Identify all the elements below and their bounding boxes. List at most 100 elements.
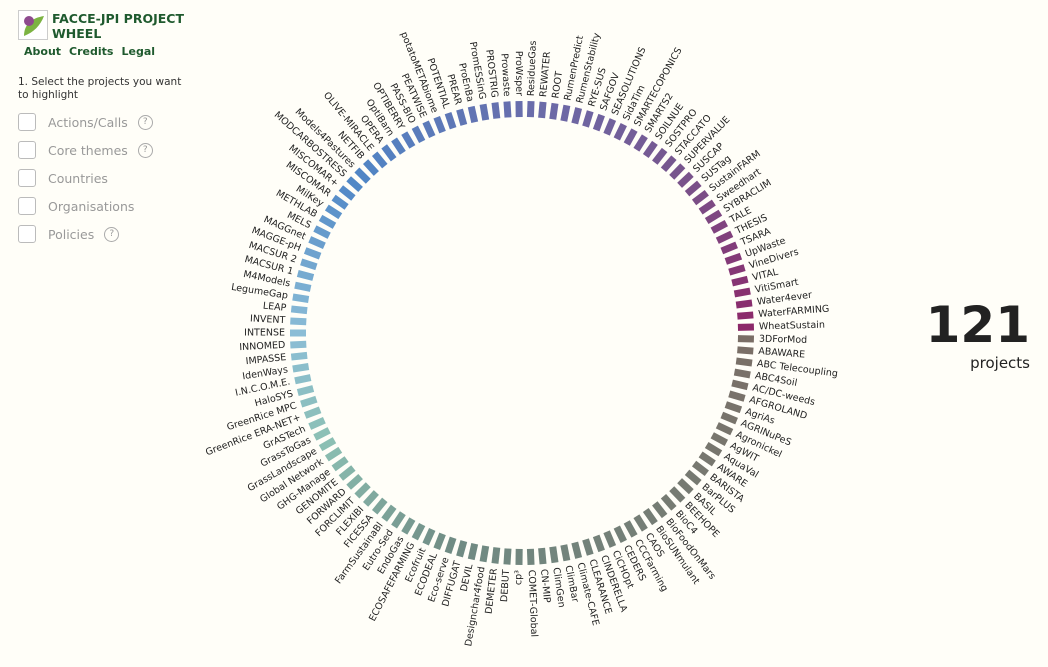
project-label[interactable]: REWATER — [538, 51, 553, 98]
project-label[interactable]: DEBUT — [499, 569, 512, 602]
project-bar[interactable] — [660, 493, 677, 511]
project-label[interactable]: ProWsper — [513, 51, 525, 96]
project-bar[interactable] — [592, 534, 605, 553]
project-bar[interactable] — [479, 103, 490, 121]
project-bar[interactable] — [346, 176, 363, 193]
project-bar[interactable] — [731, 275, 749, 287]
project-bar[interactable] — [296, 385, 315, 396]
project-bar[interactable] — [571, 541, 583, 559]
project-bar[interactable] — [691, 460, 709, 477]
project-bar[interactable] — [735, 299, 753, 309]
project-bar[interactable] — [633, 514, 648, 532]
project-bar[interactable] — [503, 101, 512, 118]
project-bar[interactable] — [303, 406, 322, 419]
project-bar[interactable] — [300, 395, 318, 408]
project-bar[interactable] — [313, 427, 331, 441]
project-bar[interactable] — [433, 115, 446, 134]
project-bar[interactable] — [346, 473, 363, 490]
project-bar[interactable] — [354, 167, 371, 184]
project-bar[interactable] — [677, 171, 694, 188]
project-bar[interactable] — [371, 151, 388, 169]
project-bar[interactable] — [652, 501, 668, 519]
help-icon[interactable]: ? — [137, 142, 153, 158]
project-bar[interactable] — [642, 140, 658, 158]
project-bar[interactable] — [613, 525, 627, 543]
project-bar[interactable] — [704, 209, 723, 224]
project-bar[interactable] — [526, 548, 535, 565]
project-bar[interactable] — [660, 155, 677, 173]
project-bar[interactable] — [642, 508, 658, 526]
project-bar[interactable] — [444, 536, 457, 555]
project-bar[interactable] — [724, 401, 743, 414]
project-bar[interactable] — [303, 247, 322, 260]
project-label[interactable]: INTENSE — [244, 328, 285, 339]
project-bar[interactable] — [526, 101, 535, 118]
project-bar[interactable] — [456, 540, 468, 558]
project-label[interactable]: ResidueGas — [526, 40, 539, 96]
project-bar[interactable] — [728, 264, 746, 276]
project-bar[interactable] — [704, 442, 723, 457]
project-bar[interactable] — [549, 546, 559, 564]
project-bar[interactable] — [292, 363, 310, 373]
checkbox[interactable] — [18, 197, 36, 215]
project-bar[interactable] — [381, 504, 397, 522]
project-label[interactable]: 3DForMod — [759, 334, 808, 346]
project-bar[interactable] — [290, 317, 307, 326]
project-bar[interactable] — [491, 547, 501, 564]
project-bar[interactable] — [300, 258, 318, 271]
project-bar[interactable] — [362, 159, 379, 176]
project-label[interactable]: DEMETER — [484, 567, 500, 614]
project-bar[interactable] — [538, 101, 547, 119]
filter-option[interactable]: Core themes? — [18, 136, 188, 164]
project-bar[interactable] — [391, 511, 406, 529]
project-bar[interactable] — [560, 104, 571, 122]
project-bar[interactable] — [290, 351, 308, 361]
project-bar[interactable] — [603, 530, 617, 548]
project-bar[interactable] — [318, 214, 337, 229]
filter-option[interactable]: Policies? — [18, 220, 188, 248]
project-label[interactable]: Prowaste — [498, 53, 512, 97]
project-label[interactable]: ROOT — [550, 70, 565, 99]
project-bar[interactable] — [720, 241, 738, 255]
project-bar[interactable] — [422, 528, 436, 546]
project-bar[interactable] — [491, 102, 501, 119]
project-bar[interactable] — [623, 520, 638, 538]
project-bar[interactable] — [698, 451, 716, 467]
project-bar[interactable] — [592, 113, 605, 132]
filter-option[interactable]: Countries — [18, 164, 188, 192]
project-bar[interactable] — [381, 144, 397, 162]
logo[interactable] — [18, 10, 48, 40]
project-bar[interactable] — [331, 456, 349, 472]
project-bar[interactable] — [290, 305, 308, 315]
checkbox[interactable] — [18, 141, 36, 159]
project-bar[interactable] — [331, 194, 349, 210]
project-bar[interactable] — [582, 110, 594, 128]
project-label[interactable]: LEAP — [262, 301, 287, 314]
project-bar[interactable] — [560, 544, 571, 562]
project-label[interactable]: CN-MIP — [538, 569, 552, 604]
project-bar[interactable] — [720, 411, 738, 425]
project-bar[interactable] — [401, 131, 416, 149]
project-bar[interactable] — [433, 532, 446, 551]
project-bar[interactable] — [733, 368, 751, 379]
project-bar[interactable] — [735, 357, 753, 367]
project-bar[interactable] — [290, 340, 307, 349]
project-bar[interactable] — [313, 225, 331, 239]
project-bar[interactable] — [715, 230, 734, 244]
project-bar[interactable] — [724, 252, 743, 265]
project-bar[interactable] — [652, 147, 668, 165]
project-bar[interactable] — [669, 163, 686, 180]
project-label[interactable]: WheatSustain — [759, 320, 825, 333]
project-bar[interactable] — [710, 432, 728, 446]
checkbox[interactable] — [18, 169, 36, 187]
project-bar[interactable] — [633, 134, 648, 152]
project-bar[interactable] — [362, 490, 379, 507]
project-bar[interactable] — [467, 105, 479, 124]
project-label[interactable]: ABAWARE — [758, 346, 806, 361]
project-bar[interactable] — [737, 311, 754, 320]
project-bar[interactable] — [733, 287, 751, 298]
project-bar[interactable] — [677, 478, 694, 495]
project-bar[interactable] — [292, 293, 310, 303]
help-icon[interactable]: ? — [104, 226, 120, 242]
project-bar[interactable] — [338, 465, 356, 481]
